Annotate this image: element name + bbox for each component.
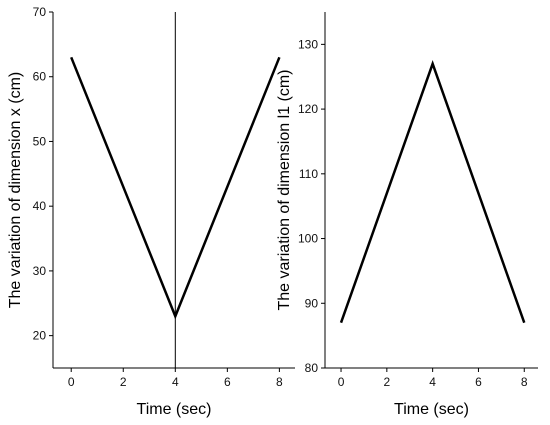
- left-x-tick-label: 6: [224, 375, 231, 389]
- right-y-tick-label: 110: [299, 167, 318, 181]
- right-y-axis-title: The variation of dimension l1 (cm): [276, 70, 293, 311]
- left-x-tick-label: 4: [172, 375, 179, 389]
- left-x-tick-label: 0: [68, 375, 75, 389]
- right-x-tick-label: 2: [383, 375, 390, 389]
- left-y-tick-label: 40: [33, 199, 47, 213]
- right-x-tick-label: 6: [475, 375, 482, 389]
- left-chart-panel: 20 30 40 50 60 70 0 2 4 6 8 Time (sec) The variation…: [7, 5, 295, 418]
- right-series-line: [339, 60, 526, 324]
- left-y-tick-label: 70: [33, 5, 47, 19]
- left-x-tick-label: 2: [120, 375, 127, 389]
- left-y-tick-label: 30: [33, 264, 47, 278]
- right-y-tick-label: 130: [298, 37, 318, 51]
- right-y-tick-label: 90: [305, 296, 319, 310]
- right-y-tick-label: 120: [298, 102, 318, 116]
- left-y-tick-label: 20: [33, 329, 47, 343]
- left-y-tick-label: 60: [33, 70, 47, 84]
- right-x-tick-label: 4: [429, 375, 436, 389]
- left-series-line: [70, 56, 281, 320]
- left-y-axis-title: The variation of dimension x (cm): [7, 72, 24, 309]
- right-y-tick-label: 100: [298, 232, 318, 246]
- right-x-tick-label: 8: [521, 375, 528, 389]
- right-x-tick-label: 0: [338, 375, 345, 389]
- left-x-axis-title: Time (sec): [137, 401, 212, 418]
- left-y-tick-label: 50: [33, 134, 47, 148]
- left-x-tick-label: 8: [276, 375, 283, 389]
- right-y-tick-label: 80: [305, 361, 319, 375]
- right-chart-panel: 80 90 100 110 120 130 0 2 4 6 8 Time (sec) The varia…: [276, 12, 538, 418]
- right-x-axis-title: Time (sec): [394, 401, 469, 418]
